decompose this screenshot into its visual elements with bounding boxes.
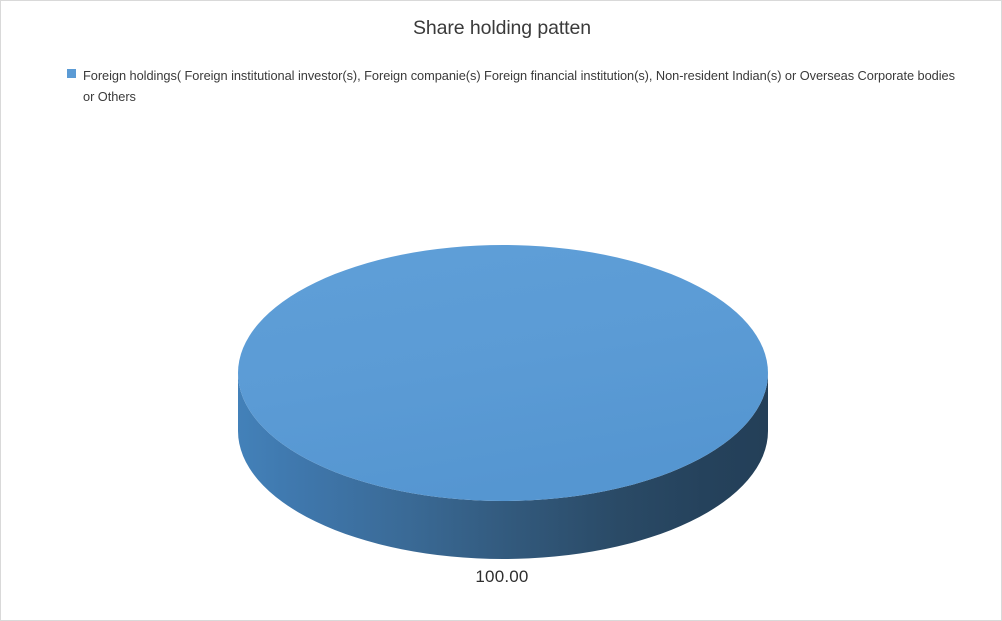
pie-slice-side-wall	[238, 373, 768, 559]
legend-item-label: Foreign holdings( Foreign institutional …	[83, 68, 955, 105]
chart-legend: Foreign holdings( Foreign institutional …	[67, 65, 957, 107]
pie-slice-data-label: 100.00	[475, 567, 529, 586]
chart-title: Share holding patten	[413, 17, 591, 39]
pie-slice-foreign-holdings	[238, 245, 768, 501]
legend-color-square-icon	[67, 69, 76, 78]
